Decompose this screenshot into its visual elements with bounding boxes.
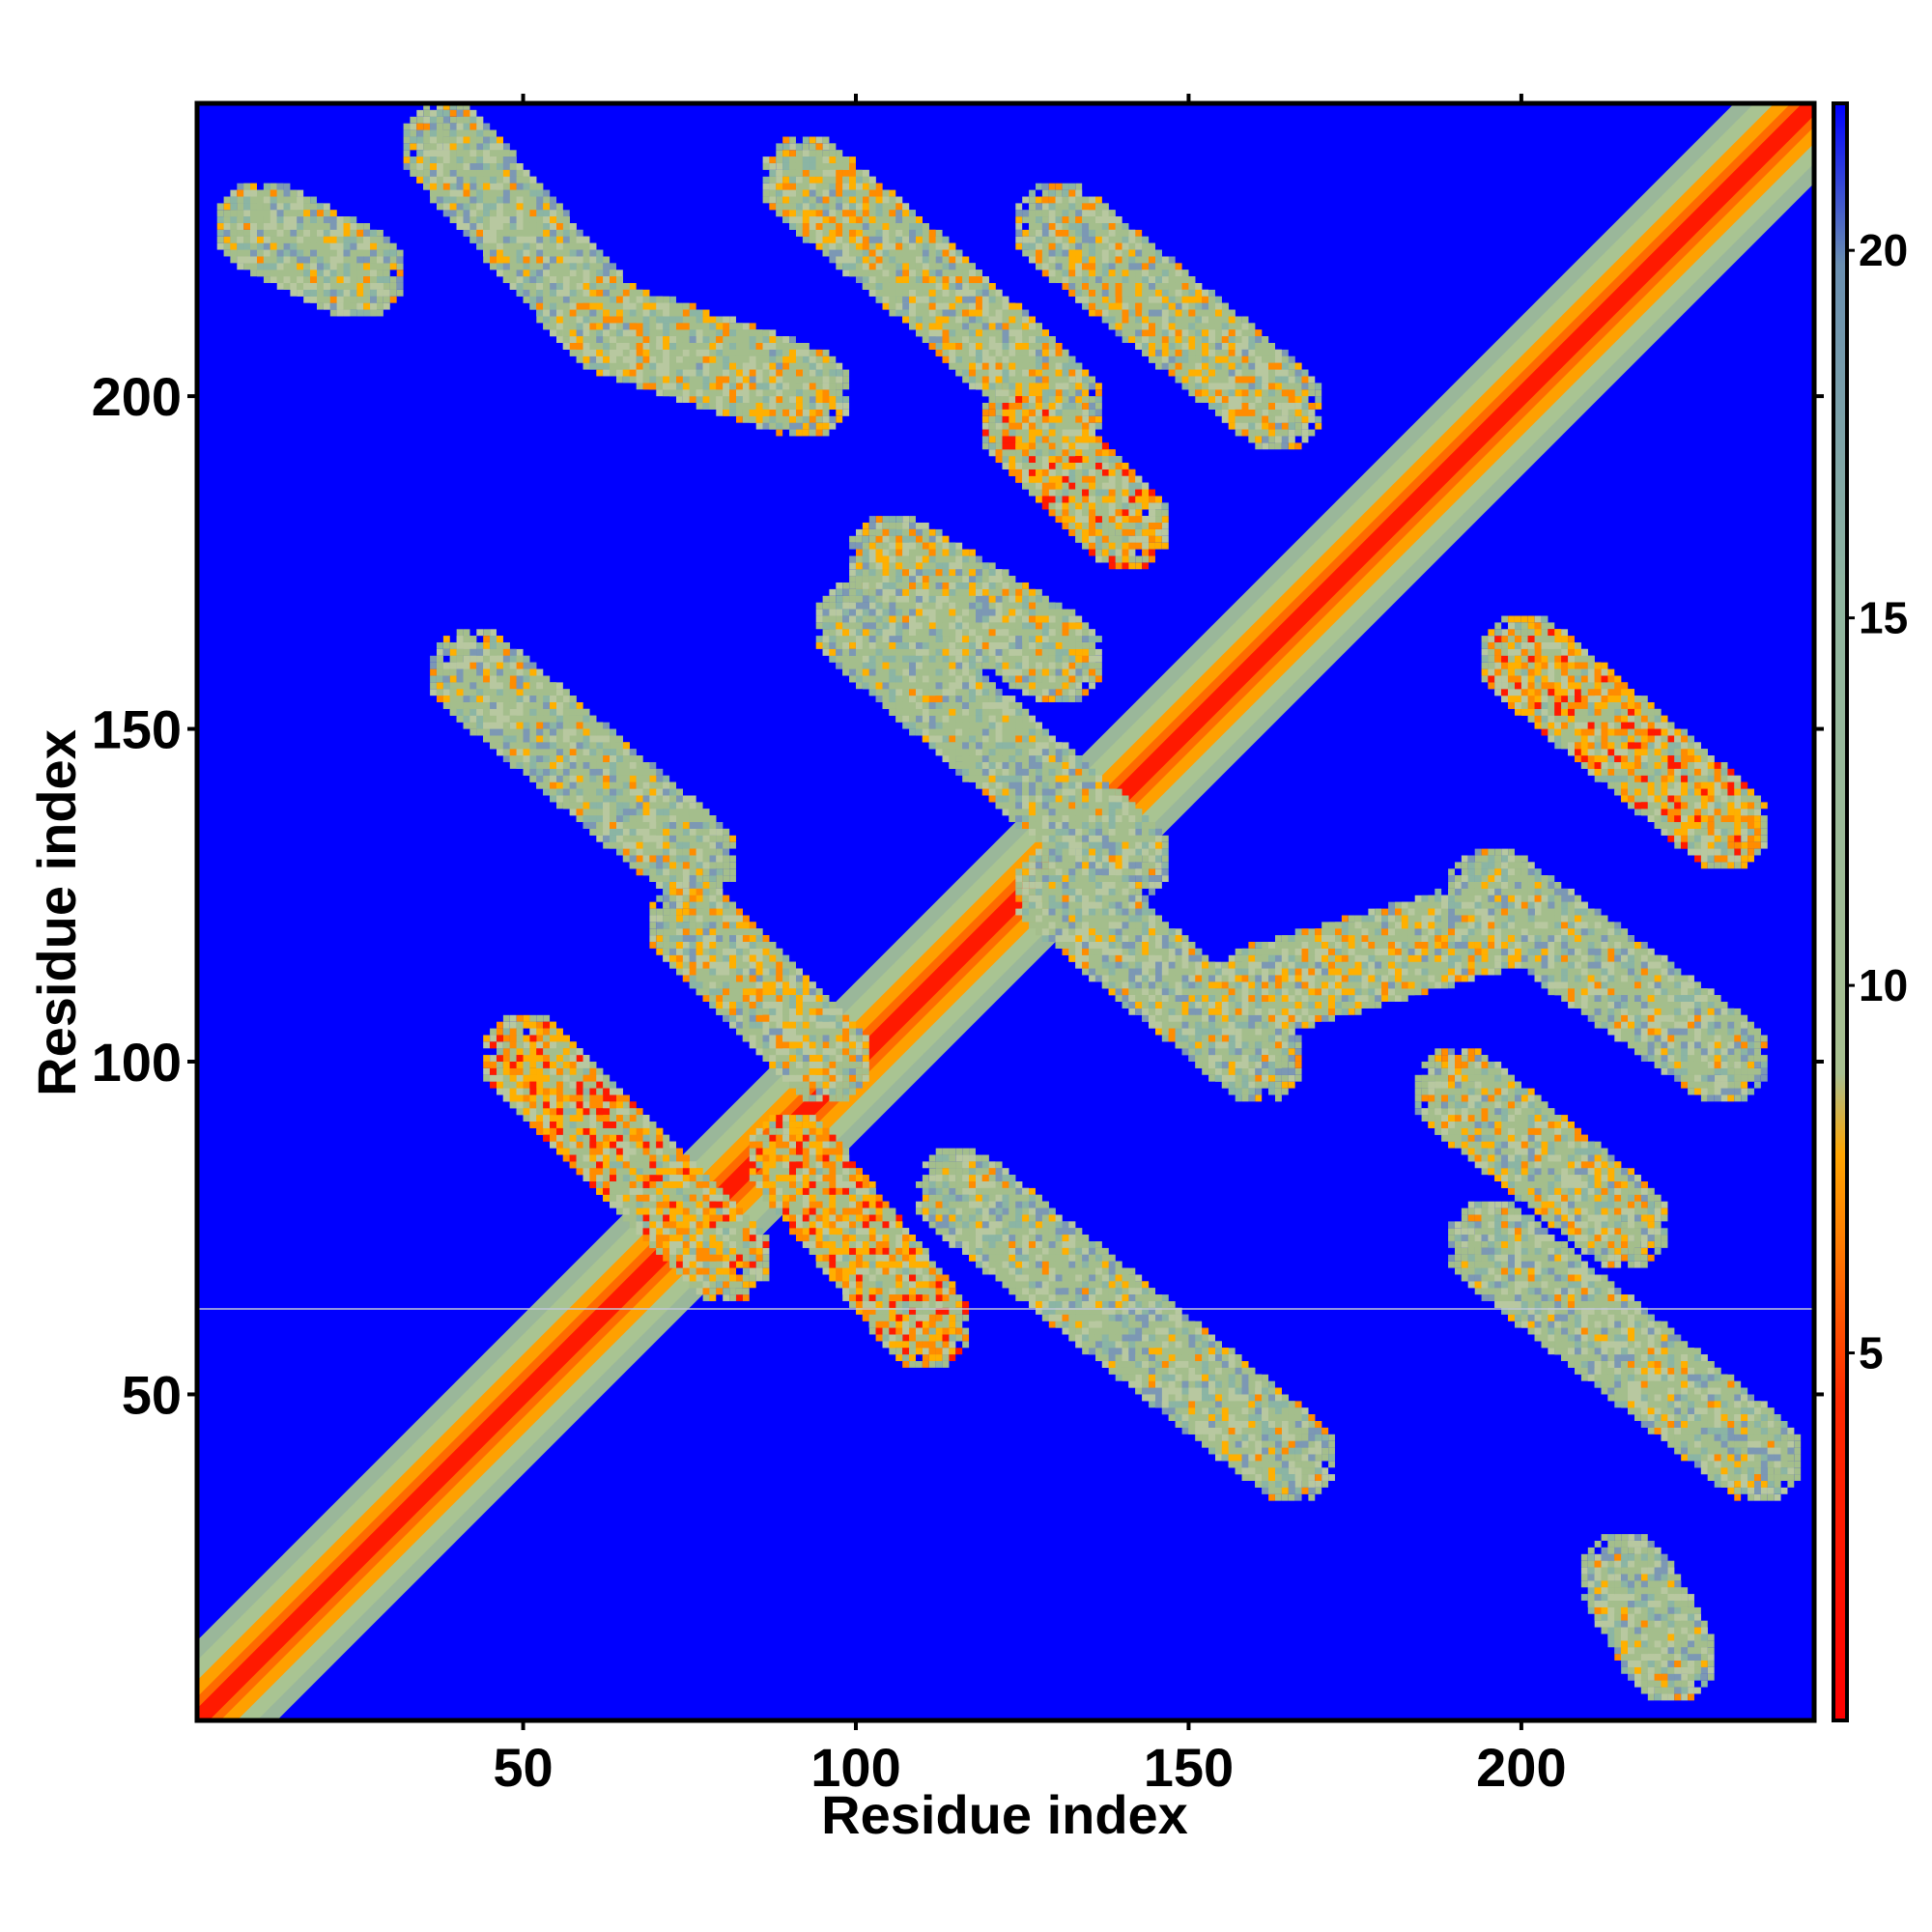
heatmap-cell xyxy=(443,130,450,137)
heatmap-cell xyxy=(450,130,457,137)
heatmap-cell xyxy=(469,110,476,117)
heatmap-cell xyxy=(464,117,470,124)
heatmap-cell xyxy=(423,143,430,150)
heatmap-cell xyxy=(416,110,423,117)
heatmap-cell xyxy=(430,117,437,124)
heatmap-cell xyxy=(437,130,443,137)
heatmap-cell xyxy=(510,150,517,156)
heatmap-cell xyxy=(430,163,437,170)
heatmap-cell xyxy=(430,150,437,156)
heatmap-cell xyxy=(443,124,450,130)
heatmap-cell xyxy=(430,190,437,197)
heatmap-cell xyxy=(457,117,464,124)
heatmap-cell xyxy=(430,177,437,184)
heatmap-cell xyxy=(410,130,416,137)
heatmap-cell xyxy=(416,143,423,150)
heatmap-cell xyxy=(430,130,437,137)
heatmap-cell xyxy=(490,130,497,137)
heatmap-cell xyxy=(423,170,430,177)
heatmap-cell xyxy=(476,124,483,130)
heatmap-cell xyxy=(416,130,423,137)
heatmap-cell xyxy=(416,170,423,177)
heatmap-cell xyxy=(423,184,430,190)
heatmap-cell xyxy=(497,137,503,144)
heatmap-cell xyxy=(430,184,437,190)
heatmap-cell xyxy=(450,110,457,117)
heatmap-cell xyxy=(404,143,411,150)
heatmap-cell xyxy=(423,163,430,170)
heatmap-cell xyxy=(404,137,411,144)
heatmap-cell xyxy=(437,156,443,163)
heatmap-cell xyxy=(457,124,464,130)
heatmap-cell xyxy=(423,130,430,137)
heatmap-cell xyxy=(410,143,416,150)
heatmap-cell xyxy=(437,110,443,117)
heatmap-cell xyxy=(437,117,443,124)
heatmap-cell xyxy=(430,197,437,204)
heatmap-cell xyxy=(450,124,457,130)
heatmap-cell xyxy=(430,143,437,150)
heatmap-cell xyxy=(404,124,411,130)
heatmap-cell xyxy=(443,143,450,150)
heatmap-cell xyxy=(423,150,430,156)
heatmap-cell xyxy=(410,170,416,177)
heatmap-cell xyxy=(503,143,510,150)
heatmap-cell xyxy=(410,117,416,124)
heatmap-cell xyxy=(437,143,443,150)
heatmap-cell xyxy=(476,143,483,150)
heatmap-cell xyxy=(410,124,416,130)
heatmap-cell xyxy=(443,110,450,117)
heatmap-cell xyxy=(430,170,437,177)
heatmap-cell xyxy=(443,137,450,144)
heatmap-cell xyxy=(437,137,443,144)
heatmap-cell xyxy=(469,117,476,124)
heatmap-cell xyxy=(430,156,437,163)
heatmap-cell xyxy=(483,124,490,130)
heatmap-cell xyxy=(410,156,416,163)
plot-area xyxy=(197,103,1814,1720)
heatmap-cell xyxy=(423,137,430,144)
heatmap-cell xyxy=(476,130,483,137)
heatmap-cell xyxy=(469,124,476,130)
heatmap-cell xyxy=(464,130,470,137)
heatmap-cell xyxy=(483,130,490,137)
heatmap-cell xyxy=(464,110,470,117)
heatmap-cell xyxy=(423,124,430,130)
heatmap-cell xyxy=(469,130,476,137)
heatmap-cell xyxy=(464,124,470,130)
heatmap-cell xyxy=(410,137,416,144)
heatmap-cell xyxy=(416,124,423,130)
heatmap-cell xyxy=(416,117,423,124)
heatmap-cell xyxy=(416,177,423,184)
heatmap-cell xyxy=(416,163,423,170)
heatmap-cell xyxy=(437,124,443,130)
heatmap-cell xyxy=(423,177,430,184)
heatmap-cell xyxy=(410,163,416,170)
heatmap-cell xyxy=(416,150,423,156)
heatmap-cell xyxy=(430,110,437,117)
heatmap-cell xyxy=(416,137,423,144)
heatmap-cell xyxy=(457,130,464,137)
heatmap-cell xyxy=(423,117,430,124)
heatmap-cell xyxy=(423,156,430,163)
heatmap-cell xyxy=(430,124,437,130)
heatmap-cell xyxy=(404,130,411,137)
heatmap-cell xyxy=(423,110,430,117)
heatmap-cell xyxy=(430,137,437,144)
heatmap-cell xyxy=(476,117,483,124)
heatmap-cell xyxy=(404,150,411,156)
heatmap-cell xyxy=(457,110,464,117)
heatmap-cell xyxy=(443,117,450,124)
heatmap-cell xyxy=(450,117,457,124)
heatmap-cell xyxy=(404,163,411,170)
heatmap-cell xyxy=(416,156,423,163)
heatmap-cell xyxy=(404,156,411,163)
